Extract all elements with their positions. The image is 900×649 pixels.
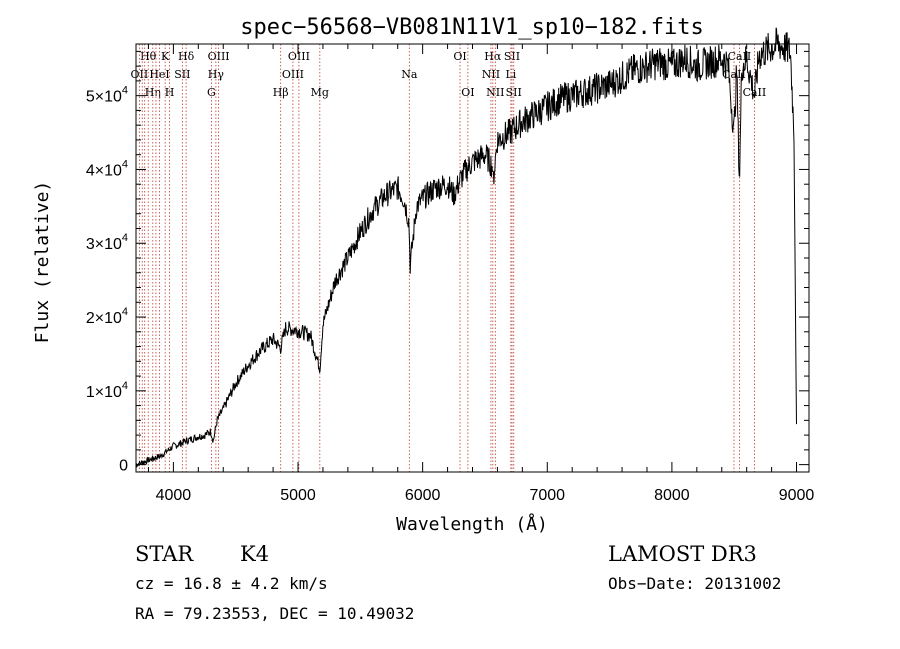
y-tick-label-0: 0 (119, 458, 128, 475)
y-tick-label-4: 4×104 (86, 158, 128, 179)
x-tick-label-4: 8000 (654, 487, 690, 504)
x-tick-label-5: 9000 (779, 487, 815, 504)
line-marker-label-14: Mg (311, 86, 329, 99)
line-marker-label-7: SII (174, 68, 190, 81)
line-marker-label-23: SII (506, 86, 522, 99)
line-marker-label-10: G (207, 86, 216, 99)
x-axis: 4000 5000 6000 7000 8000 9000 (147, 44, 815, 504)
y-tick-label-1: 1×104 (86, 380, 128, 401)
x-tick-label-0: 4000 (156, 487, 192, 504)
line-marker-label-15: Na (401, 68, 418, 81)
line-marker-label-20: NII (486, 86, 504, 99)
line-marker-label-11: Hβ (273, 86, 289, 99)
line-marker-label-3: HeI (149, 68, 169, 81)
plot-frame (135, 43, 810, 473)
y-axis: 0 1×104 2×104 3×104 4×104 5×104 (86, 50, 809, 475)
line-marker-label-22: Li (505, 68, 516, 81)
line-marker-label-4: K (161, 50, 170, 63)
coordinates-text: RA = 79.23553, DEC = 10.49032 (135, 604, 414, 623)
obs-date-text: Obs−Date: 20131002 (608, 574, 781, 593)
line-marker-label-2: Hη (145, 86, 161, 99)
survey-name: LAMOST DR3 (608, 542, 757, 566)
line-marker-label-0: Hθ (140, 50, 157, 63)
y-axis-label: Flux (relative) (32, 181, 53, 344)
line-marker-label-13: OIII (282, 68, 304, 81)
line-marker-label-18: Hα (484, 50, 502, 63)
line-marker-label-8: OIII (208, 50, 230, 63)
line-marker-layer: Hθ OII Hη HeI K H Hδ SII OIII Hγ G Hβ OIII OIII Mg Na OI… (131, 44, 766, 472)
line-marker-label-9: Hγ (208, 68, 225, 81)
x-axis-label: Wavelength (Å) (396, 513, 548, 535)
y-tick-label-3: 3×104 (86, 232, 128, 253)
line-marker-label-6: Hδ (178, 50, 195, 63)
line-marker-label-19: NII (482, 68, 500, 81)
x-tick-label-2: 6000 (405, 487, 441, 504)
line-marker-label-24: CaII (728, 50, 752, 63)
y-tick-label-5: 5×104 (86, 85, 128, 106)
line-marker-label-5: H (165, 86, 175, 99)
chart-title: spec−56568−VB081N11V1_sp10−182.fits (240, 15, 704, 40)
flux-series-line (135, 27, 797, 468)
object-class: STAR (135, 542, 194, 566)
x-tick-label-1: 5000 (280, 487, 316, 504)
redshift-text: cz = 16.8 ± 4.2 km/s (135, 574, 328, 593)
line-marker-label-17: OI (461, 86, 474, 99)
y-tick-label-2: 2×104 (86, 306, 128, 327)
x-tick-label-3: 7000 (529, 487, 565, 504)
object-subclass: K4 (240, 542, 269, 566)
line-marker-label-21: SII (504, 50, 520, 63)
line-marker-label-1: OII (131, 68, 149, 81)
line-marker-label-12: OIII (288, 50, 310, 63)
line-marker-label-16: OI (453, 50, 466, 63)
